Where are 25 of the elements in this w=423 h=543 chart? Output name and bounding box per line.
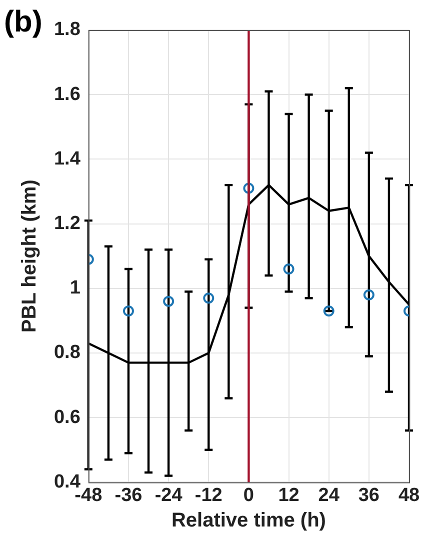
y-tick-label: 1.2 [54,213,80,234]
y-tick-label: 0.6 [54,406,80,428]
x-tick-label: -36 [114,484,142,506]
y-tick-label: 0.8 [54,342,80,364]
x-tick-label: 36 [358,484,380,506]
y-tick-label: 1.6 [54,84,80,105]
y-axis-title: PBL height (km) [18,180,41,333]
point [283,264,294,275]
x-tick-label: 0 [243,484,254,506]
point [323,306,334,317]
x-tick-label: -12 [194,484,222,506]
y-tick-label: 1.8 [54,19,80,40]
point [203,292,214,304]
point [122,306,134,317]
x-tick-label: -24 [154,484,183,506]
point [243,182,254,194]
y-tick-label: 1 [70,278,81,299]
x-axis-title: Relative time (h) [171,510,326,532]
x-tick-label: 48 [398,484,420,506]
chart-title: (b) [4,5,42,38]
point [363,289,374,300]
x-tick-label: 12 [278,484,300,506]
y-tick-label: 1.4 [54,148,81,170]
point [163,296,174,307]
x-tick-label: 24 [318,484,340,506]
